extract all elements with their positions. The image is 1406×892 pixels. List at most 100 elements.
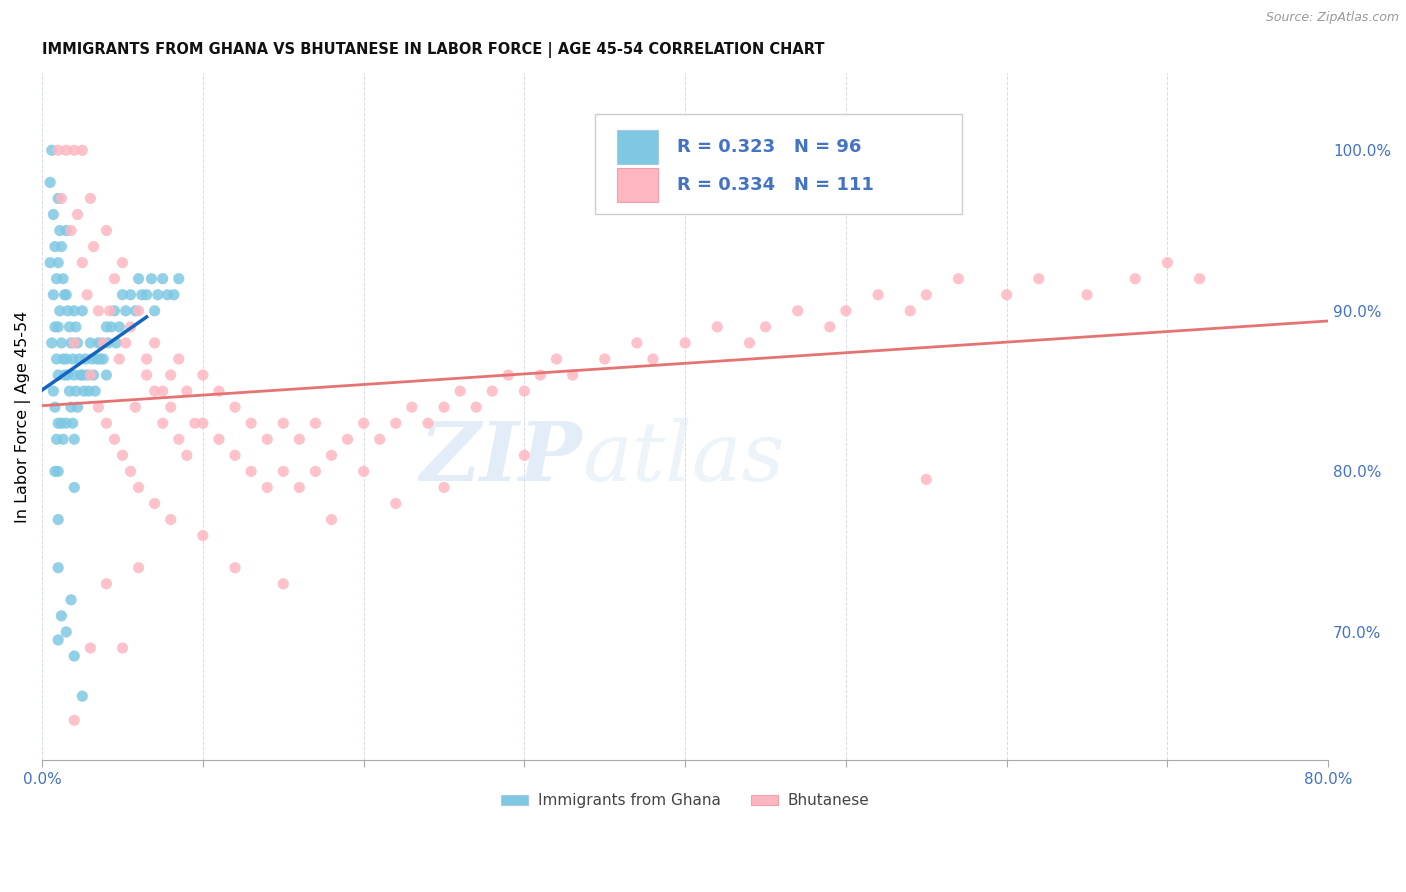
Point	[46, 255, 69, 269]
Point	[51, 416, 73, 430]
Point	[593, 351, 616, 366]
FancyBboxPatch shape	[595, 114, 962, 214]
Point	[131, 287, 153, 301]
Point	[63, 143, 86, 157]
Point	[224, 448, 246, 462]
Point	[62, 351, 84, 366]
Point	[87, 400, 110, 414]
Point	[63, 368, 86, 382]
Point	[63, 432, 86, 446]
Point	[60, 335, 83, 350]
Point	[96, 416, 118, 430]
Point	[46, 512, 69, 526]
Point	[336, 432, 359, 446]
Text: R = 0.323   N = 96: R = 0.323 N = 96	[678, 137, 862, 156]
Point	[353, 464, 375, 478]
Text: ZIP: ZIP	[419, 418, 582, 498]
Point	[76, 368, 98, 382]
Point	[191, 368, 214, 382]
Point	[49, 303, 72, 318]
Point	[866, 287, 889, 301]
Point	[53, 287, 76, 301]
Point	[156, 287, 179, 301]
Point	[184, 416, 207, 430]
Point	[103, 271, 125, 285]
Point	[45, 271, 67, 285]
Point	[143, 335, 166, 350]
Point	[176, 384, 198, 398]
Point	[79, 191, 101, 205]
Point	[51, 335, 73, 350]
Point	[105, 335, 128, 350]
Point	[55, 416, 77, 430]
Point	[46, 464, 69, 478]
Point	[898, 303, 921, 318]
Point	[143, 496, 166, 510]
Point	[321, 512, 343, 526]
Point	[58, 319, 80, 334]
Point	[91, 351, 114, 366]
Point	[271, 416, 294, 430]
Point	[103, 303, 125, 318]
Point	[368, 432, 391, 446]
Point	[103, 432, 125, 446]
Point	[191, 416, 214, 430]
Point	[384, 416, 406, 430]
Point	[498, 368, 520, 382]
Point	[51, 191, 73, 205]
Point	[72, 143, 94, 157]
Point	[288, 432, 311, 446]
Point	[90, 335, 112, 350]
Point	[465, 400, 488, 414]
Point	[83, 239, 105, 253]
Point	[120, 464, 142, 478]
Text: atlas: atlas	[582, 418, 785, 498]
Point	[135, 287, 157, 301]
Point	[818, 319, 841, 334]
Point	[46, 319, 69, 334]
Point	[114, 303, 136, 318]
Point	[111, 255, 134, 269]
Point	[143, 384, 166, 398]
Point	[86, 351, 108, 366]
Point	[546, 351, 568, 366]
Point	[52, 432, 75, 446]
Point	[240, 416, 263, 430]
Point	[673, 335, 696, 350]
Point	[79, 640, 101, 655]
Point	[167, 351, 190, 366]
Point	[108, 351, 131, 366]
Point	[449, 384, 471, 398]
Point	[224, 400, 246, 414]
Point	[72, 255, 94, 269]
Text: Source: ZipAtlas.com: Source: ZipAtlas.com	[1265, 11, 1399, 24]
Point	[948, 271, 970, 285]
Point	[128, 303, 150, 318]
Point	[42, 384, 65, 398]
Point	[353, 416, 375, 430]
Point	[995, 287, 1018, 301]
Point	[240, 464, 263, 478]
Point	[159, 400, 181, 414]
Point	[384, 496, 406, 510]
Point	[55, 143, 77, 157]
Point	[114, 335, 136, 350]
Point	[60, 592, 83, 607]
Point	[481, 384, 503, 398]
Point	[1156, 255, 1178, 269]
Point	[1123, 271, 1146, 285]
Point	[108, 319, 131, 334]
Text: R = 0.334   N = 111: R = 0.334 N = 111	[678, 177, 875, 194]
Point	[124, 400, 146, 414]
Text: IMMIGRANTS FROM GHANA VS BHUTANESE IN LABOR FORCE | AGE 45-54 CORRELATION CHART: IMMIGRANTS FROM GHANA VS BHUTANESE IN LA…	[42, 42, 824, 58]
Point	[124, 303, 146, 318]
Point	[87, 335, 110, 350]
Point	[60, 223, 83, 237]
Point	[176, 448, 198, 462]
Point	[44, 239, 66, 253]
Point	[167, 432, 190, 446]
Point	[44, 400, 66, 414]
Point	[96, 576, 118, 591]
Point	[87, 303, 110, 318]
Point	[271, 464, 294, 478]
